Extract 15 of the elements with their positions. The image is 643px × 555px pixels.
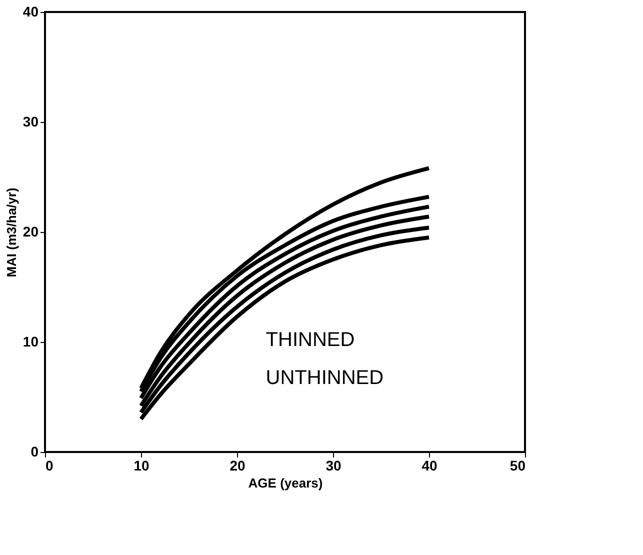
y-tick-label: 10: [22, 334, 39, 350]
x-tick-label: 0: [46, 458, 54, 474]
y-tick-label: 20: [22, 224, 39, 240]
y-tick-label: 40: [22, 4, 39, 20]
x-tick-label: 10: [134, 458, 150, 474]
x-tick-label: 20: [230, 458, 246, 474]
x-tick-label: 50: [510, 458, 526, 474]
annotation: THINNED: [266, 328, 355, 351]
y-tick-label: 0: [30, 444, 39, 460]
x-tick-label: 40: [422, 458, 438, 474]
y-axis-title: MAI (m3/ha/yr): [4, 188, 19, 278]
y-tick-label: 30: [22, 114, 39, 130]
x-axis-title: AGE (years): [248, 476, 323, 490]
x-tick-label: 30: [326, 458, 342, 474]
annotation: UNTHINNED: [266, 366, 384, 389]
